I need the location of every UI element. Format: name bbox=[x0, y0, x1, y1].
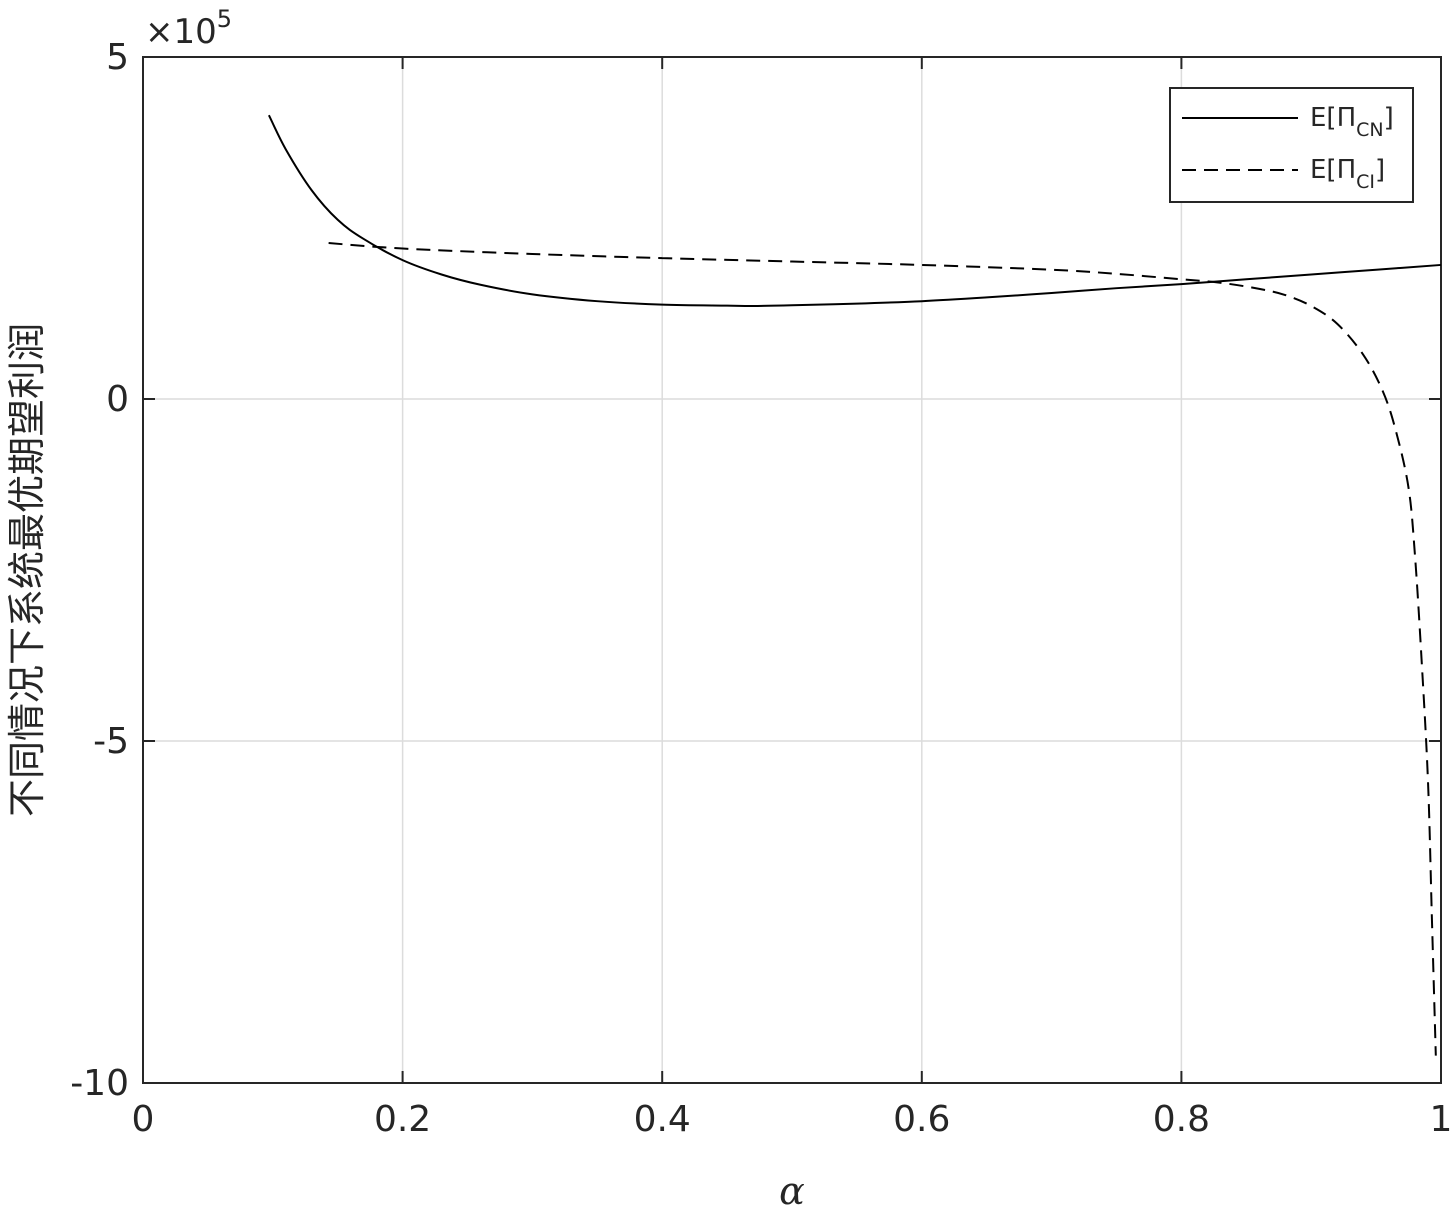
y-tick-label: 0 bbox=[106, 379, 129, 420]
legend-label-ci: E[ΠCI] bbox=[1310, 155, 1385, 193]
series-line-cn bbox=[268, 114, 1442, 307]
y-tick-label: 5 bbox=[106, 37, 129, 78]
y-tick-label: -5 bbox=[93, 721, 129, 762]
x-tick-label: 1 bbox=[1430, 1099, 1453, 1140]
grid bbox=[142, 56, 1442, 1084]
x-tick-label: 0 bbox=[132, 1099, 155, 1140]
plot-frame bbox=[142, 56, 1442, 1084]
y-tick-label: -10 bbox=[70, 1063, 129, 1104]
ticks: 0 0.2 0.4 0.6 0.8 1 -10 -5 0 5 bbox=[70, 37, 1452, 1140]
y-multiplier: ×105 bbox=[145, 5, 232, 52]
x-tick-label: 0.8 bbox=[1153, 1099, 1210, 1140]
series-layer bbox=[268, 114, 1442, 1056]
y-axis-label: 不同情况下系统最优期望利润 bbox=[5, 323, 49, 817]
legend-label-cn: E[ΠCN] bbox=[1310, 103, 1394, 141]
series-line-ci bbox=[328, 242, 1437, 1056]
x-tick-label: 0.2 bbox=[374, 1099, 431, 1140]
x-tick-label: 0.6 bbox=[893, 1099, 950, 1140]
legend-box bbox=[1169, 87, 1414, 203]
legend: E[ΠCN] E[ΠCI] bbox=[1169, 87, 1414, 203]
x-axis-label: α bbox=[779, 1169, 805, 1212]
x-tick-label: 0.4 bbox=[634, 1099, 691, 1140]
